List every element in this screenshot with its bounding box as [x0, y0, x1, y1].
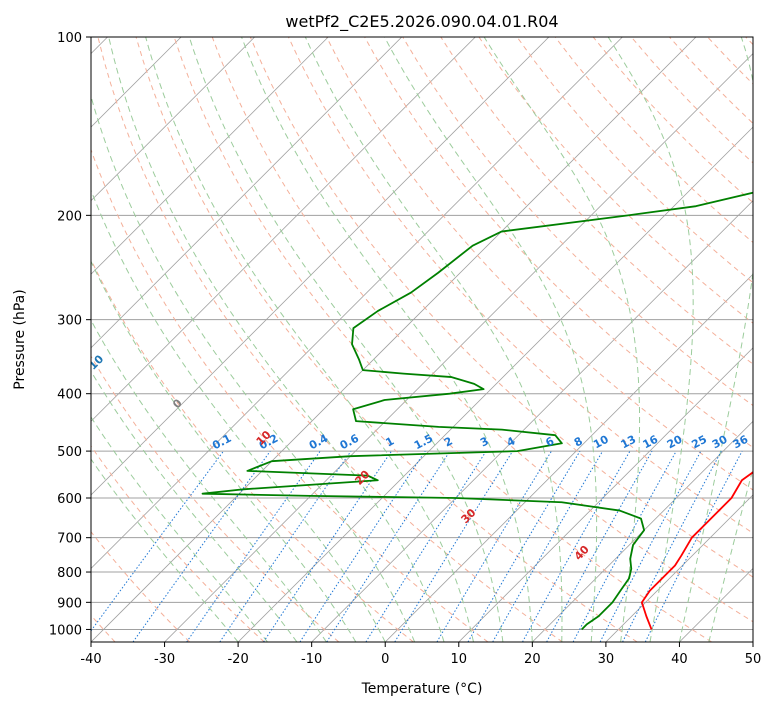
mixing-ratio-line [132, 450, 271, 642]
y-tick-label: 800 [57, 566, 82, 581]
moist-adiabat [91, 319, 327, 642]
isotherm-line [605, 494, 753, 642]
moist-adiabat [91, 94, 416, 642]
isotherm-line [91, 37, 623, 570]
dry-adiabats [91, 37, 753, 642]
y-tick-label: 700 [57, 532, 82, 547]
y-tick-label: 1000 [49, 623, 82, 638]
moist-adiabat [607, 37, 694, 642]
x-tick-label: -10 [301, 652, 322, 667]
x-tick-label: 0 [381, 652, 389, 667]
mixing-ratio-line [546, 450, 653, 642]
x-tick-label: 10 [451, 652, 468, 667]
moist-adiabat [91, 416, 268, 642]
x-tick-label: 30 [598, 652, 615, 667]
dry-adiabat [173, 37, 713, 642]
mixing-ratio-label: 25 [689, 433, 709, 452]
moist-adiabat [483, 37, 641, 642]
moist-adiabat [91, 188, 386, 642]
mixing-ratio-line [436, 450, 552, 642]
x-tick-label: -30 [154, 652, 175, 667]
mixing-ratio-line [326, 450, 451, 642]
mixing-ratio-label: 20 [665, 433, 685, 452]
y-tick-label: 100 [57, 31, 82, 46]
isotherm-line [91, 37, 697, 642]
mixing-ratio-label: 36 [731, 433, 751, 452]
dry-adiabat [91, 258, 414, 642]
isotherm-line [458, 347, 753, 642]
moist-adiabat [304, 37, 563, 642]
x-tick-label: 40 [671, 652, 688, 667]
dry-adiabat [91, 531, 191, 642]
isotherm-line [384, 273, 753, 642]
temperature-profile [640, 459, 753, 630]
isotherm-line [532, 420, 753, 642]
isotherm-line [91, 37, 255, 202]
mixing-ratio-line [644, 450, 743, 642]
x-tick-label: -40 [80, 652, 101, 667]
dry-adiabat [440, 37, 753, 365]
y-axis-label: Pressure (hPa) [12, 289, 28, 389]
dry-adiabat [91, 148, 489, 642]
mixing-ratio-line [91, 450, 224, 632]
isotherm-line [164, 52, 753, 642]
dry-adiabat [516, 37, 753, 284]
x-tick-label: 20 [524, 652, 541, 667]
mixing-ratio-label: 16 [641, 433, 661, 452]
x-axis-label: Temperature (°C) [361, 681, 483, 697]
moist-adiabat [384, 37, 598, 642]
moist-adiabats [91, 37, 753, 642]
x-tick-label: 50 [745, 652, 762, 667]
mixing-ratio-line [599, 450, 702, 642]
isotherm-line [91, 37, 329, 275]
dry-adiabat [402, 37, 753, 407]
moist-adiabat [91, 370, 298, 642]
dry-adiabat [249, 37, 753, 578]
mixing-ratio-lines [91, 450, 743, 642]
mixing-ratio-line [365, 450, 487, 642]
mixing-ratio-line [186, 450, 321, 642]
moist-adiabat [188, 37, 504, 642]
y-tick-label: 300 [57, 314, 82, 329]
moist-adiabat [241, 37, 533, 642]
plot-frame [90, 36, 754, 643]
grid-lines [91, 37, 753, 642]
axes: -40 -30 -20 -10 0 10 20 30 40 50 1000 900 800 700 600 5… [49, 31, 761, 667]
isotherm-line [91, 37, 550, 496]
isotherm-line [91, 37, 476, 422]
y-tick-label: 600 [57, 492, 82, 507]
y-tick-label: 500 [57, 445, 82, 460]
moist-adiabat [91, 458, 239, 642]
moist-adiabat [145, 37, 474, 642]
isotherm-line [91, 37, 403, 349]
y-tick-label: 400 [57, 388, 82, 403]
mixing-ratio-line [572, 450, 677, 642]
mixing-ratio-line [299, 450, 426, 642]
mixing-ratio-line [522, 450, 631, 642]
dry-adiabat [135, 37, 638, 642]
mixing-ratio-label: 10 [591, 433, 611, 452]
mixing-ratio-line [622, 450, 722, 642]
isotherm-line [237, 126, 753, 642]
y-tick-label: 900 [57, 596, 82, 611]
moist-adiabat [108, 37, 445, 642]
mixing-ratio-line [219, 450, 352, 642]
y-tick-label: 200 [57, 209, 82, 224]
moist-adiabat [678, 37, 753, 642]
dry-adiabat [97, 37, 563, 642]
mixing-ratio-line [394, 450, 514, 642]
dry-adiabat [91, 445, 265, 642]
profile-series [201, 191, 753, 631]
dry-adiabat [211, 37, 753, 623]
dewpoint-profile [201, 191, 753, 631]
mixing-ratio-line [263, 450, 392, 642]
moist-adiabat [708, 466, 753, 642]
x-tick-label: -20 [227, 652, 248, 667]
dry-adiabat [287, 37, 753, 534]
mixing-ratio-label: 30 [710, 433, 730, 452]
chart-title: wetPf2_C2E5.2026.090.04.01.R04 [285, 12, 558, 32]
mixing-ratio-label: 13 [619, 433, 639, 452]
